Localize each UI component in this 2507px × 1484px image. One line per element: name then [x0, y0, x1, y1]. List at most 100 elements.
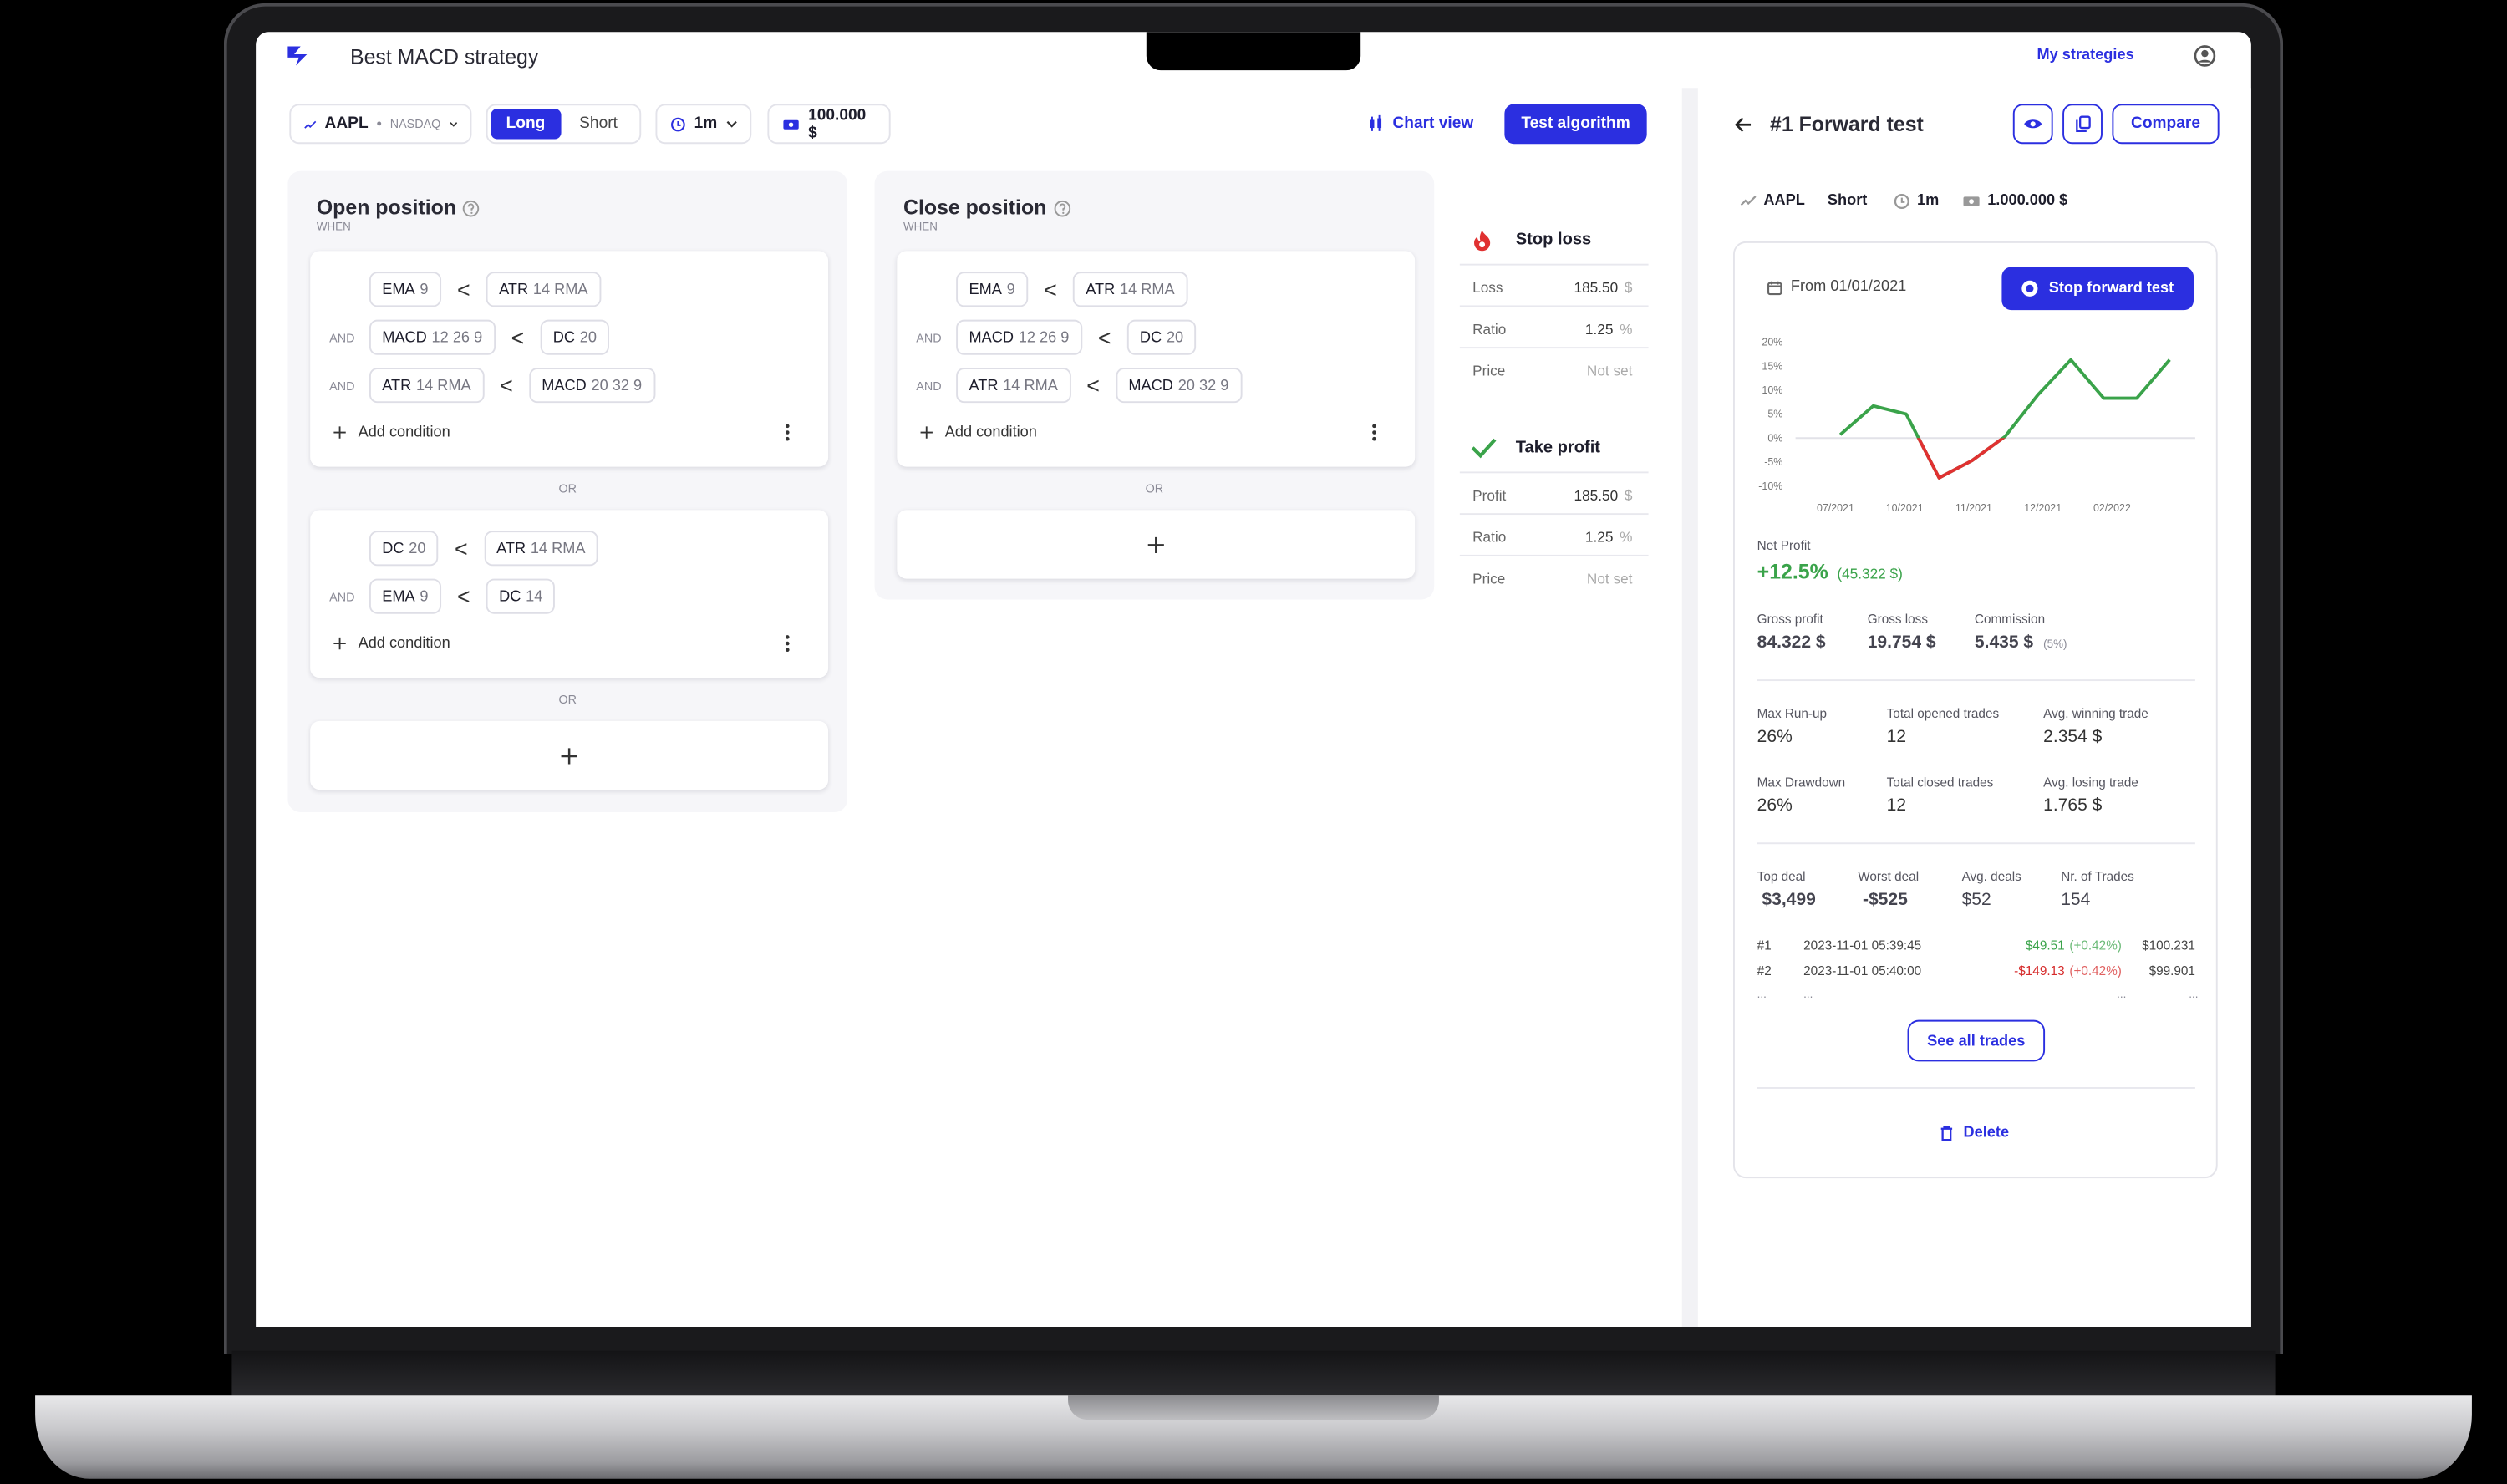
indicator-chip[interactable]: ATR 14 RMA	[369, 368, 485, 404]
calendar-icon	[1767, 281, 1782, 296]
interval-select[interactable]: 1m	[655, 104, 752, 145]
y-tick-label: 10%	[1762, 384, 1782, 396]
condition-row: AND EMA 9 < DC 14	[329, 577, 556, 616]
indicator-chip[interactable]: MACD 12 26 9	[956, 319, 1082, 355]
x-tick-label: 07/2021	[1817, 502, 1854, 514]
compare-button[interactable]: Compare	[2112, 104, 2220, 145]
symbol-select[interactable]: AAPL ● NASDAQ	[289, 104, 472, 145]
help-icon	[1054, 196, 1071, 217]
indicator-chip[interactable]: MACD 12 26 9	[369, 319, 496, 355]
trade-balance: $99.901	[2148, 963, 2195, 978]
row-separator	[1459, 513, 1649, 516]
forward-test-panel: #1 Forward test Compare AAPL Short 1m 1.…	[1697, 88, 2251, 1328]
trade-pnl: -$149.13 (+0.42%)	[2014, 963, 2122, 982]
risk-label: Ratio	[1472, 529, 1507, 546]
risk-value: Not set	[1587, 361, 1633, 380]
indicator-chip[interactable]: MACD 20 32 9	[1116, 368, 1242, 404]
add-condition-button[interactable]: Add condition	[333, 424, 450, 441]
exchange: NASDAQ	[389, 116, 441, 131]
logo[interactable]	[286, 45, 308, 68]
condition-row: DC 20 < ATR 14 RMA	[329, 529, 598, 567]
from-date: From 01/01/2021	[1790, 277, 1907, 296]
indicator-chip[interactable]: DC 20	[1126, 319, 1197, 355]
chevron	[725, 119, 737, 127]
risk-value: 1.25%	[1585, 527, 1633, 546]
indicator-chip[interactable]: ATR 14 RMA	[1072, 272, 1187, 307]
net-profit-label: Net Profit	[1757, 538, 1811, 553]
copy-button[interactable]	[2062, 104, 2103, 145]
join-operator: AND	[329, 378, 355, 393]
back-arrow[interactable]	[1733, 115, 1752, 135]
stat-value: 19.754 $	[1867, 633, 1936, 653]
indicator-params: 14	[526, 587, 543, 606]
add-group-button[interactable]	[310, 720, 829, 790]
indicator-chip[interactable]: ATR 14 RMA	[956, 368, 1071, 404]
info-side: Short	[1827, 191, 1868, 210]
trend-icon	[304, 119, 317, 128]
stat-value: 12	[1886, 795, 1907, 816]
value: 1.25	[1584, 321, 1614, 338]
indicator-chip[interactable]: ATR 14 RMA	[486, 272, 601, 307]
pnl-percent: (+0.42%)	[2069, 963, 2122, 978]
add-group-button[interactable]	[897, 510, 1416, 579]
indicator-chip[interactable]: ATR 14 RMA	[483, 531, 598, 567]
indicator-name: DC	[382, 539, 404, 557]
indicator-name: ATR	[969, 376, 999, 394]
side-option[interactable]: Long	[491, 109, 561, 140]
more-trades: ...	[2189, 989, 2199, 1001]
more-trades: ...	[1757, 989, 1767, 1001]
y-tick-label: -5%	[1764, 456, 1782, 468]
indicator-name: DC	[499, 587, 521, 606]
divider	[1681, 88, 1698, 1328]
strategy-title: Best MACD strategy	[350, 44, 539, 69]
pnl: -$149.13	[2014, 963, 2065, 978]
stat-label: Total closed trades	[1886, 775, 1994, 790]
chart-view-button[interactable]: Chart view	[1369, 104, 1473, 144]
indicator-params: 14 RMA	[1003, 376, 1058, 394]
stat-value: 12	[1886, 727, 1907, 747]
test-algorithm-button[interactable]: Test algorithm	[1504, 104, 1647, 145]
capital-input[interactable]: 100.000 $	[767, 104, 891, 145]
view-button[interactable]	[2012, 104, 2053, 145]
group-menu[interactable]	[1372, 424, 1377, 441]
value: Not set	[1586, 571, 1633, 587]
deal-value: -$525	[1862, 890, 1908, 910]
side-toggle: Long Short	[486, 104, 642, 145]
indicator-chip[interactable]: EMA 9	[369, 578, 441, 614]
indicator-chip[interactable]: DC 14	[486, 578, 556, 614]
value: Not set	[1586, 363, 1633, 379]
indicator-chip[interactable]: EMA 9	[956, 272, 1029, 307]
indicator-chip[interactable]: MACD 20 32 9	[528, 368, 655, 404]
trade-time: 2023-11-01 05:39:45	[1803, 938, 1922, 953]
user-icon[interactable]	[2194, 45, 2216, 68]
risk-value: Not set	[1587, 569, 1633, 588]
help-icon	[462, 196, 480, 217]
stop-forward-test-button[interactable]: Stop forward test	[2001, 267, 2194, 311]
group-menu[interactable]	[785, 635, 790, 653]
indicator-chip[interactable]: DC 20	[540, 319, 610, 355]
see-all-trades-button[interactable]: See all trades	[1907, 1019, 2046, 1062]
add-condition-label: Add condition	[358, 634, 450, 653]
group-menu[interactable]	[785, 424, 790, 441]
indicator-chip[interactable]: EMA 9	[369, 272, 441, 307]
delete-button[interactable]: Delete	[1940, 1124, 2009, 1141]
indicator-chip[interactable]: DC 20	[369, 531, 439, 567]
info-interval: 1m	[1917, 191, 1940, 210]
side-option[interactable]: Short	[579, 114, 618, 133]
condition-row: EMA 9 < ATR 14 RMA	[916, 270, 1187, 308]
add-condition-button[interactable]: Add condition	[919, 424, 1037, 441]
nav-link[interactable]: My strategies	[2037, 46, 2134, 64]
add-condition-button[interactable]: Add condition	[333, 635, 450, 653]
y-tick-label: 15%	[1762, 360, 1782, 372]
indicator-params: 14 RMA	[532, 280, 588, 298]
indicator-name: ATR	[499, 280, 529, 298]
plus-icon	[333, 425, 347, 440]
indicator-params: 14 RMA	[530, 539, 586, 557]
condition-group: DC 20 < ATR 14 RMA AND EMA 9 < DC 14 Add condition	[310, 510, 829, 678]
indicator-params: 14 RMA	[416, 376, 471, 394]
comparison-operator: <	[1097, 324, 1111, 351]
condition-row: AND ATR 14 RMA < MACD 20 32 9	[916, 366, 1242, 404]
pnl-percent: (+0.42%)	[2069, 938, 2122, 953]
unit: %	[1620, 321, 1633, 338]
